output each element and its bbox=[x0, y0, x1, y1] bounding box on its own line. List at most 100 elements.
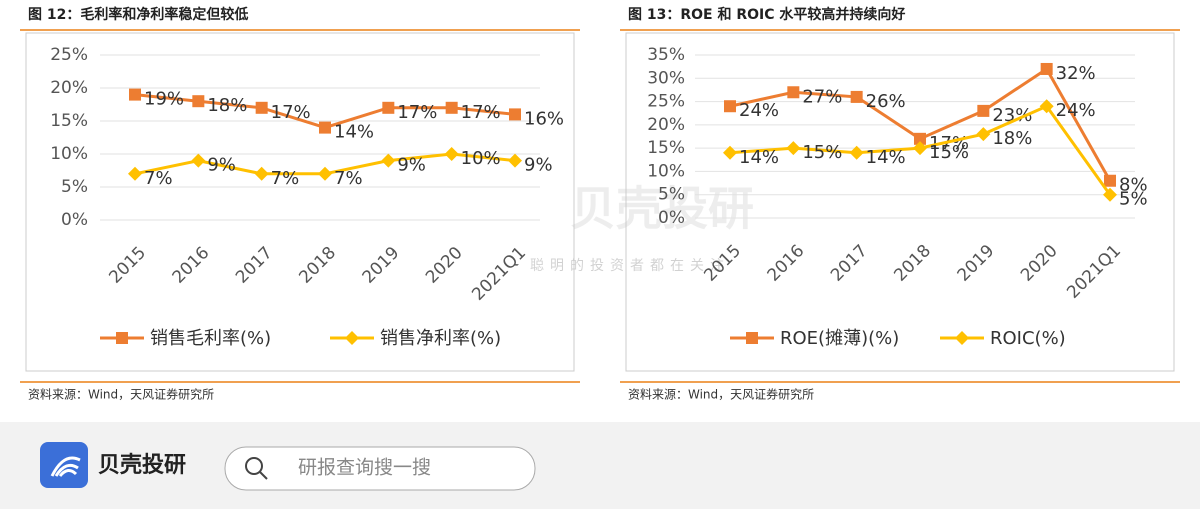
data-label: 17% bbox=[461, 102, 501, 123]
data-label: 32% bbox=[1056, 63, 1096, 84]
marker bbox=[254, 166, 269, 181]
marker bbox=[849, 145, 864, 160]
marker bbox=[445, 101, 458, 114]
logo-icon bbox=[40, 442, 88, 488]
marker bbox=[724, 100, 736, 113]
y-tick-label: 0% bbox=[658, 208, 685, 228]
legend-label: ROE(摊薄)(%) bbox=[780, 328, 899, 349]
marker bbox=[723, 145, 737, 160]
legend-marker bbox=[116, 332, 128, 344]
marker bbox=[128, 166, 142, 181]
marker bbox=[381, 153, 396, 168]
x-tick-label: 2018 bbox=[295, 243, 340, 288]
marker bbox=[976, 127, 991, 142]
data-label: 9% bbox=[207, 155, 236, 176]
y-tick-label: 25% bbox=[647, 92, 685, 112]
watermark-slogan: 聪明的投资者都在关注 bbox=[530, 258, 730, 274]
marker bbox=[255, 101, 268, 114]
marker bbox=[129, 88, 141, 101]
legend-marker bbox=[746, 332, 758, 344]
search-icon bbox=[245, 457, 263, 475]
y-tick-label: 20% bbox=[50, 78, 88, 98]
data-label: 10% bbox=[461, 148, 501, 169]
x-tick-label: 2020 bbox=[1017, 241, 1062, 286]
chart-frame bbox=[625, 32, 1175, 372]
data-label: 7% bbox=[271, 168, 300, 189]
marker bbox=[977, 104, 990, 117]
legend-marker bbox=[955, 331, 969, 345]
x-tick-label: 2019 bbox=[954, 241, 999, 286]
data-label: 9% bbox=[524, 155, 553, 176]
watermark-brand: 贝壳投研 bbox=[570, 182, 754, 236]
marker bbox=[319, 121, 331, 134]
y-tick-label: 15% bbox=[647, 138, 685, 158]
data-label: 18% bbox=[992, 128, 1032, 149]
source-note: 资料来源：Wind，天风证券研究所 bbox=[628, 387, 814, 402]
y-tick-label: 10% bbox=[50, 144, 88, 164]
x-tick-label: 2018 bbox=[890, 241, 935, 286]
search-box[interactable] bbox=[224, 446, 536, 491]
data-label: 15% bbox=[929, 142, 969, 163]
marker bbox=[382, 101, 395, 114]
marker bbox=[318, 166, 332, 181]
data-label: 19% bbox=[144, 89, 184, 110]
marker bbox=[913, 141, 927, 156]
data-label: 26% bbox=[866, 91, 906, 112]
data-label: 17% bbox=[271, 102, 311, 123]
x-tick-label: 2016 bbox=[764, 241, 809, 286]
y-tick-label: 35% bbox=[647, 45, 685, 65]
marker bbox=[914, 132, 926, 145]
marker bbox=[787, 86, 800, 99]
legend-marker bbox=[345, 331, 359, 345]
data-label: 18% bbox=[207, 95, 247, 116]
y-tick-label: 5% bbox=[61, 177, 88, 197]
y-tick-label: 0% bbox=[61, 210, 88, 230]
logo-shape bbox=[50, 456, 81, 477]
marker bbox=[786, 141, 801, 156]
legend-label: 销售净利率(%) bbox=[380, 328, 501, 349]
x-tick-label: 2016 bbox=[169, 243, 214, 288]
y-tick-label: 20% bbox=[647, 115, 685, 135]
legend-label: 销售毛利率(%) bbox=[150, 328, 271, 349]
data-label: 8% bbox=[1119, 175, 1148, 196]
x-tick-label: 2021Q1 bbox=[1063, 241, 1125, 303]
x-tick-label: 2021Q1 bbox=[468, 243, 530, 305]
data-label: 27% bbox=[802, 86, 842, 107]
source-note: 资料来源：Wind，天风证券研究所 bbox=[28, 387, 214, 402]
data-label: 17% bbox=[397, 102, 437, 123]
footer-band bbox=[0, 422, 1200, 509]
y-tick-label: 30% bbox=[647, 68, 685, 88]
data-label: 15% bbox=[802, 142, 842, 163]
marker bbox=[1040, 62, 1053, 75]
data-label: 7% bbox=[144, 168, 173, 189]
chart-frame bbox=[25, 32, 575, 372]
data-label: 14% bbox=[866, 147, 906, 168]
x-tick-label: 2017 bbox=[827, 241, 872, 286]
data-label: 14% bbox=[334, 122, 374, 143]
data-label: 5% bbox=[1119, 189, 1148, 210]
x-tick-label: 2019 bbox=[359, 243, 404, 288]
x-tick-label: 2017 bbox=[232, 243, 277, 288]
x-tick-label: 2015 bbox=[105, 243, 150, 288]
marker bbox=[850, 90, 863, 103]
footer-brand: 贝壳投研 bbox=[98, 453, 186, 478]
y-tick-label: 15% bbox=[50, 111, 88, 131]
search-placeholder: 研报查询搜一搜 bbox=[298, 457, 431, 479]
marker bbox=[192, 95, 205, 108]
data-label: 14% bbox=[739, 147, 779, 168]
marker bbox=[191, 153, 206, 168]
chart-title: 图 13：ROE 和 ROIC 水平较高并持续向好 bbox=[628, 6, 905, 23]
marker bbox=[508, 153, 522, 168]
data-label: 16% bbox=[524, 108, 564, 129]
marker bbox=[509, 108, 521, 121]
data-label: 24% bbox=[1056, 100, 1096, 121]
y-tick-label: 10% bbox=[647, 161, 685, 181]
data-label: 9% bbox=[397, 155, 426, 176]
x-tick-label: 2020 bbox=[422, 243, 467, 288]
data-label: 7% bbox=[334, 168, 363, 189]
marker bbox=[1103, 187, 1117, 202]
data-label: 23% bbox=[992, 105, 1032, 126]
marker bbox=[444, 147, 459, 161]
chart-title: 图 12：毛利率和净利率稳定但较低 bbox=[28, 6, 248, 23]
